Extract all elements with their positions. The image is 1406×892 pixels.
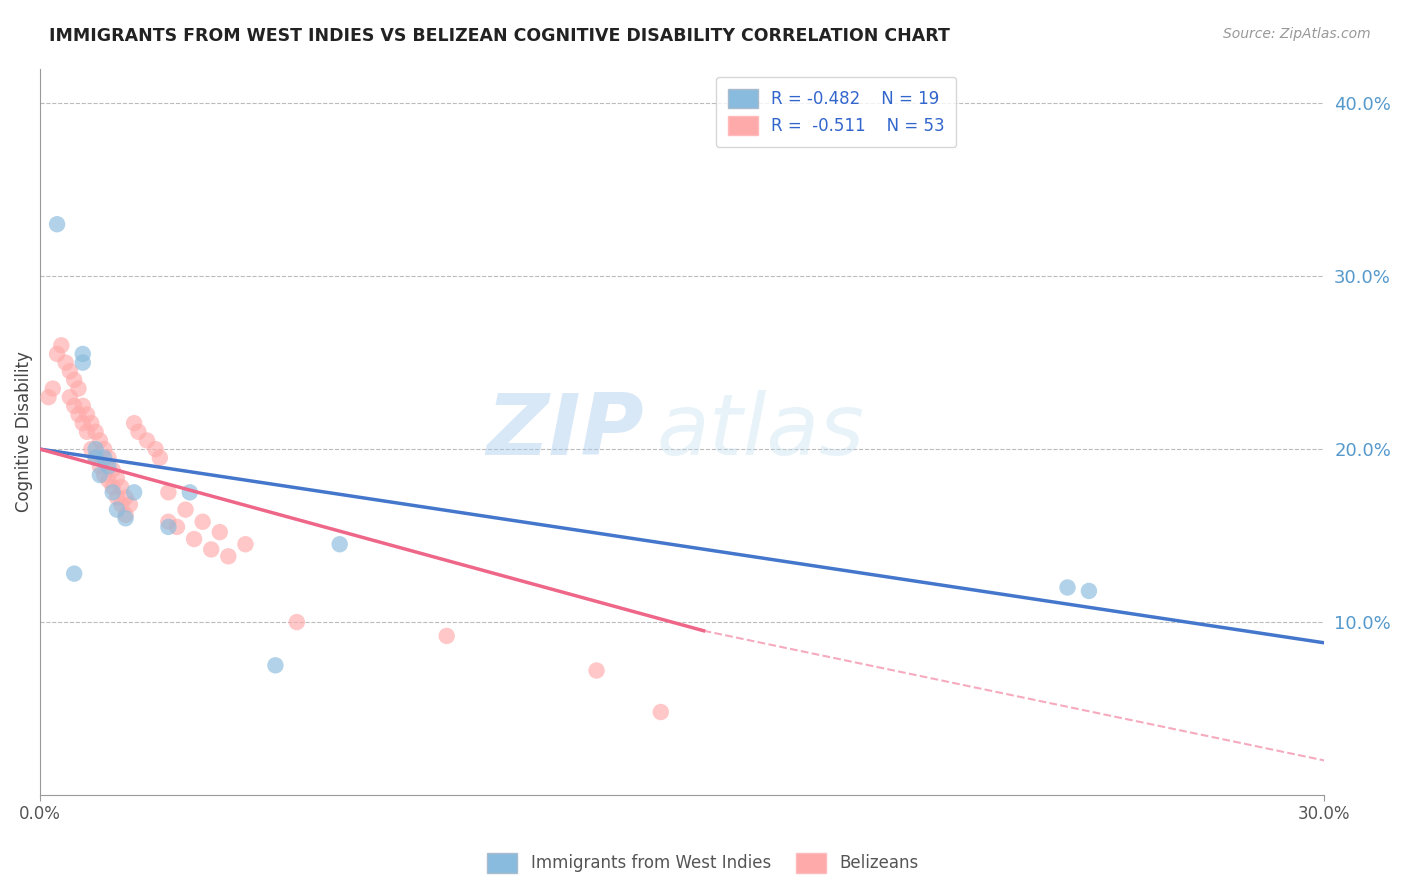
Point: [157, 515, 180, 529]
Point: [76, 408, 98, 422]
Point: [264, 658, 287, 673]
Point: [93, 442, 115, 456]
Point: [122, 416, 145, 430]
Text: ZIP: ZIP: [486, 391, 644, 474]
Point: [63, 566, 86, 581]
Point: [84, 450, 107, 465]
Point: [101, 480, 124, 494]
Point: [55, 355, 77, 369]
Point: [157, 520, 180, 534]
Point: [89, 468, 111, 483]
Point: [84, 425, 107, 439]
Point: [101, 485, 124, 500]
Point: [67, 382, 90, 396]
Point: [179, 485, 201, 500]
Point: [80, 442, 103, 456]
Point: [174, 502, 197, 516]
Point: [101, 463, 124, 477]
Legend: R = -0.482    N = 19, R =  -0.511    N = 53: R = -0.482 N = 19, R = -0.511 N = 53: [716, 77, 956, 147]
Point: [93, 450, 115, 465]
Point: [118, 498, 141, 512]
Point: [89, 459, 111, 474]
Point: [59, 390, 82, 404]
Point: [1056, 581, 1078, 595]
Point: [97, 450, 120, 465]
Point: [97, 459, 120, 474]
Point: [51, 338, 73, 352]
Point: [110, 498, 132, 512]
Point: [183, 532, 205, 546]
Point: [63, 399, 86, 413]
Point: [157, 485, 180, 500]
Text: atlas: atlas: [657, 391, 865, 474]
Point: [436, 629, 458, 643]
Point: [114, 508, 136, 522]
Point: [127, 425, 149, 439]
Point: [114, 511, 136, 525]
Point: [38, 390, 60, 404]
Point: [285, 615, 308, 629]
Point: [59, 364, 82, 378]
Point: [585, 664, 607, 678]
Point: [122, 485, 145, 500]
Point: [42, 382, 65, 396]
Text: Source: ZipAtlas.com: Source: ZipAtlas.com: [1223, 27, 1371, 41]
Point: [105, 471, 128, 485]
Point: [1077, 583, 1099, 598]
Point: [105, 491, 128, 505]
Point: [46, 217, 69, 231]
Point: [650, 705, 672, 719]
Y-axis label: Cognitive Disability: Cognitive Disability: [15, 351, 32, 512]
Point: [72, 347, 94, 361]
Point: [110, 480, 132, 494]
Point: [191, 515, 214, 529]
Point: [235, 537, 257, 551]
Point: [97, 473, 120, 487]
Point: [208, 525, 231, 540]
Point: [80, 416, 103, 430]
Point: [67, 408, 90, 422]
Point: [72, 355, 94, 369]
Point: [114, 491, 136, 505]
Point: [72, 416, 94, 430]
Point: [76, 425, 98, 439]
Point: [89, 434, 111, 448]
Point: [145, 442, 167, 456]
Point: [105, 502, 128, 516]
Point: [84, 450, 107, 465]
Point: [72, 399, 94, 413]
Point: [93, 468, 115, 483]
Legend: Immigrants from West Indies, Belizeans: Immigrants from West Indies, Belizeans: [481, 847, 925, 880]
Point: [46, 347, 69, 361]
Point: [63, 373, 86, 387]
Text: IMMIGRANTS FROM WEST INDIES VS BELIZEAN COGNITIVE DISABILITY CORRELATION CHART: IMMIGRANTS FROM WEST INDIES VS BELIZEAN …: [49, 27, 950, 45]
Point: [84, 442, 107, 456]
Point: [217, 549, 239, 564]
Point: [166, 520, 188, 534]
Point: [329, 537, 352, 551]
Point: [200, 542, 222, 557]
Point: [149, 450, 172, 465]
Point: [136, 434, 159, 448]
